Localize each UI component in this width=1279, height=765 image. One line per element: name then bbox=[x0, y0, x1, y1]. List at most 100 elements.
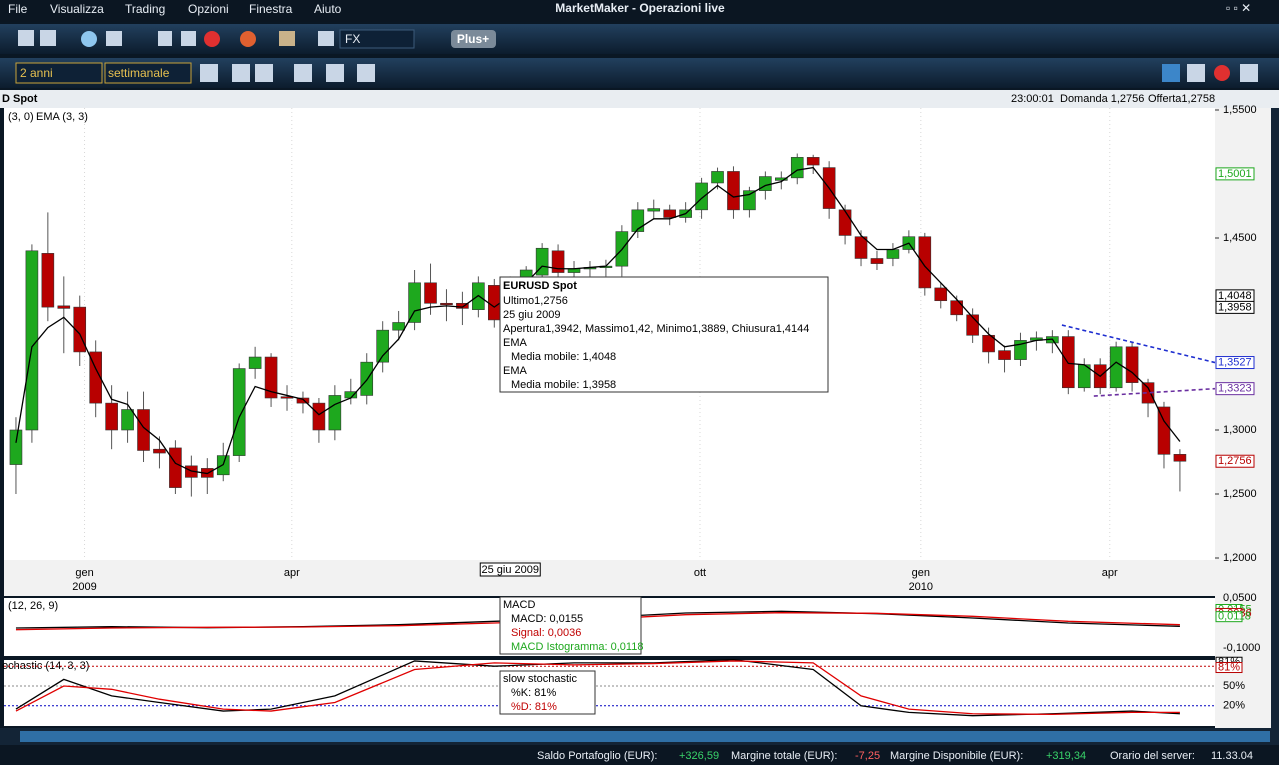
candle-body bbox=[647, 208, 661, 212]
menu-item[interactable]: Aiuto bbox=[314, 2, 342, 16]
scroll-thumb[interactable] bbox=[20, 731, 1270, 742]
candle-body bbox=[1125, 346, 1139, 383]
cursor-date-box bbox=[479, 562, 541, 577]
market-select[interactable] bbox=[339, 29, 415, 49]
window-buttons[interactable]: ▫ ▫ ✕ bbox=[1226, 1, 1251, 15]
tool-icon[interactable] bbox=[181, 31, 196, 46]
cursor-date: 25 giu 2009 bbox=[481, 564, 539, 576]
tool-icon[interactable] bbox=[204, 31, 220, 47]
stochastic-pane bbox=[4, 660, 1215, 726]
candle-body bbox=[9, 429, 23, 465]
candle-body bbox=[695, 182, 708, 211]
candle-body bbox=[312, 402, 326, 431]
tool-icon[interactable] bbox=[81, 31, 97, 47]
tool-icon[interactable] bbox=[1214, 65, 1230, 81]
candle-body bbox=[1141, 382, 1155, 404]
tooltip-line: Media mobile: 1,3958 bbox=[511, 379, 616, 391]
y-tick-label: 50% bbox=[1223, 680, 1245, 692]
candle-body bbox=[424, 282, 437, 304]
tool-icon[interactable] bbox=[255, 64, 273, 82]
x-tick-label: apr bbox=[284, 567, 300, 579]
interval-select[interactable] bbox=[104, 62, 192, 84]
candle-body bbox=[360, 361, 374, 396]
chart-header bbox=[0, 90, 1279, 108]
tool-icon[interactable] bbox=[318, 31, 334, 46]
year-label: 2009 bbox=[72, 581, 96, 593]
candle-body bbox=[137, 409, 150, 451]
candle-body bbox=[551, 250, 565, 273]
plus-button[interactable] bbox=[451, 30, 496, 48]
candle-body bbox=[1062, 336, 1075, 389]
price-tag-label: 1,5001 bbox=[1218, 168, 1252, 180]
y-tick-label: 20% bbox=[1223, 700, 1245, 712]
candle-body bbox=[169, 447, 182, 488]
menu-item[interactable]: Finestra bbox=[249, 2, 293, 16]
tool-icon[interactable] bbox=[40, 30, 56, 46]
title-bar bbox=[0, 0, 1279, 22]
value-tag-label: 0,0118 bbox=[1218, 611, 1251, 623]
menu-item[interactable]: Trading bbox=[125, 2, 165, 16]
price-tag bbox=[1215, 356, 1255, 370]
candle-body bbox=[838, 209, 852, 236]
menu-item[interactable]: Visualizza bbox=[50, 2, 104, 16]
candle-body bbox=[408, 282, 421, 323]
tooltip-line: %D: 81% bbox=[511, 701, 557, 713]
tooltip bbox=[499, 596, 642, 655]
trendline bbox=[1061, 324, 1216, 364]
tooltip-line: MACD: 0,0155 bbox=[511, 613, 583, 625]
tooltip bbox=[499, 670, 596, 715]
price-tag-label: 1,3323 bbox=[1218, 383, 1252, 395]
tool-icon[interactable] bbox=[279, 31, 295, 46]
candle-body bbox=[153, 448, 166, 454]
status-text: +326,59 bbox=[679, 750, 719, 762]
tool-icon[interactable] bbox=[357, 64, 375, 82]
tooltip-line: EMA bbox=[503, 365, 528, 377]
candle-body bbox=[328, 395, 342, 431]
tool-icon[interactable] bbox=[240, 31, 256, 47]
candle-body bbox=[727, 171, 740, 211]
macd-legend: (12, 26, 9) bbox=[8, 600, 58, 612]
candle-body bbox=[487, 285, 501, 321]
tool-icon[interactable] bbox=[18, 30, 34, 46]
status-text: -7,25 bbox=[855, 750, 880, 762]
window-title: MarketMaker - Operazioni live bbox=[555, 1, 725, 15]
period-select[interactable] bbox=[15, 62, 103, 84]
interval-value: settimanale bbox=[108, 66, 170, 80]
candle-body bbox=[376, 329, 389, 363]
candle-body bbox=[89, 351, 102, 404]
y-tick-label: 0,0500 bbox=[1223, 592, 1257, 604]
y-tick-label: 1,2500 bbox=[1223, 488, 1257, 500]
menu-item[interactable]: Opzioni bbox=[188, 2, 229, 16]
vertical-scrollbar[interactable] bbox=[1271, 108, 1279, 728]
tooltip-line: %K: 81% bbox=[511, 687, 556, 699]
candle-body bbox=[982, 334, 995, 353]
tool-icon[interactable] bbox=[1162, 64, 1180, 82]
value-tag bbox=[1215, 662, 1243, 674]
tooltip-line: slow stochastic bbox=[503, 673, 577, 685]
tooltip-title: EURUSD Spot bbox=[503, 280, 577, 292]
status-text: Margine Disponibile (EUR): bbox=[890, 750, 1023, 762]
tool-icon[interactable] bbox=[106, 31, 122, 46]
menu-item[interactable]: File bbox=[8, 2, 28, 16]
k-line bbox=[15, 658, 1180, 717]
tool-icon[interactable] bbox=[200, 64, 218, 82]
status-text: Orario del server: bbox=[1110, 750, 1195, 762]
tool-icon[interactable] bbox=[294, 64, 312, 82]
candle-body bbox=[790, 157, 804, 179]
tool-icon[interactable] bbox=[232, 64, 250, 82]
tool-icon[interactable] bbox=[1187, 64, 1205, 82]
tool-icon[interactable] bbox=[158, 31, 172, 46]
tooltip-line: Signal: 0,0036 bbox=[511, 627, 581, 639]
plus-label: Plus+ bbox=[457, 32, 489, 46]
price-tag bbox=[1215, 454, 1255, 468]
tooltip-line: Media mobile: 1,4048 bbox=[511, 351, 616, 363]
tool-icon[interactable] bbox=[326, 64, 344, 82]
x-tick-label: apr bbox=[1102, 567, 1118, 579]
tooltip bbox=[499, 276, 829, 393]
candle-body bbox=[440, 302, 453, 306]
value-tag-label: 81% bbox=[1218, 661, 1240, 673]
candle-body bbox=[711, 171, 724, 184]
bid: Domanda 1,2756 bbox=[1060, 93, 1144, 105]
period-value: 2 anni bbox=[20, 66, 53, 80]
tool-icon[interactable] bbox=[1240, 64, 1258, 82]
